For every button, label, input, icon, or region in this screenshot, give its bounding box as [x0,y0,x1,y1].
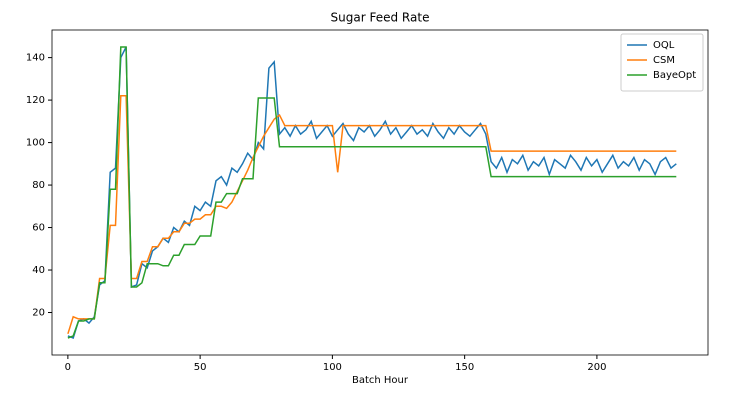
x-tick-label: 150 [455,362,474,373]
series-line [67,46,677,339]
legend-box [620,33,704,92]
chart-title: Sugar Feed Rate [331,11,430,25]
legend-label: BayeOpt [653,70,696,81]
x-tick-label: 200 [587,362,606,373]
y-tick-label: 120 [26,95,45,106]
y-tick-label: 40 [32,265,45,276]
legend-label: OQL [653,40,675,51]
x-axis-label: Batch Hour [352,375,409,386]
series-line [67,95,677,335]
x-tick-label: 100 [323,362,342,373]
x-tick-label: 0 [65,362,71,373]
y-tick-label: 100 [26,138,45,149]
y-tick-label: 20 [32,308,45,319]
plot-frame [51,29,709,356]
y-tick-label: 80 [32,180,45,191]
series-line [67,46,677,339]
legend-label: CSM [653,55,675,66]
x-tick-label: 50 [194,362,207,373]
y-tick-label: 60 [32,223,45,234]
y-tick-label: 140 [26,53,45,64]
